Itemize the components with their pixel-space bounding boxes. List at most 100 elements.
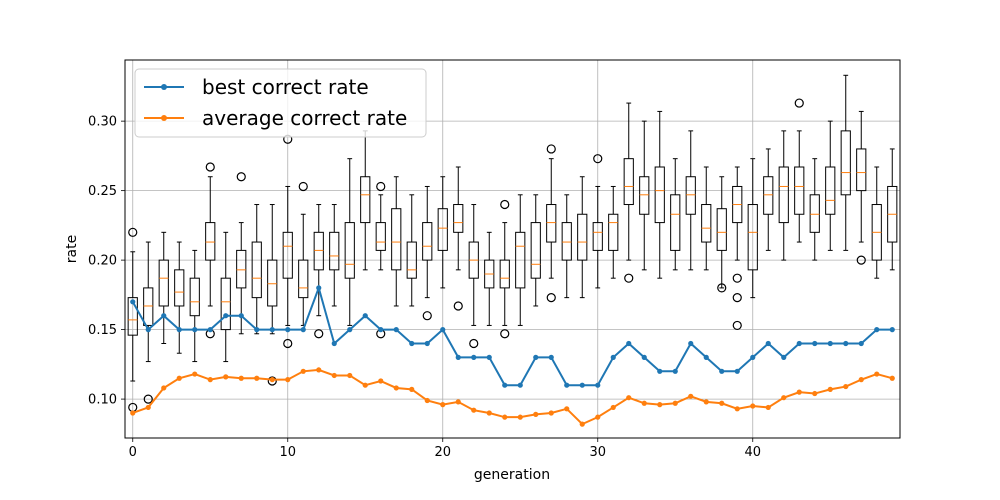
box-body — [530, 222, 541, 279]
box-plot — [251, 204, 262, 335]
box-plot — [515, 194, 526, 326]
data-point-average — [703, 399, 709, 405]
box-body — [499, 259, 510, 289]
box-body — [701, 204, 712, 243]
box-flier — [732, 273, 742, 283]
data-point-average — [858, 377, 864, 383]
box-plot — [701, 166, 712, 271]
box-plot — [809, 158, 820, 261]
data-point-average — [130, 410, 136, 416]
box-flier — [128, 227, 138, 237]
data-point-average — [455, 399, 461, 405]
data-point-average — [285, 377, 291, 383]
data-point-best — [347, 327, 353, 333]
box-plot — [422, 185, 433, 321]
box-body — [794, 166, 805, 215]
box-body — [685, 176, 696, 215]
box-body — [840, 130, 851, 196]
box-body — [515, 231, 526, 289]
data-point-average — [424, 397, 430, 404]
box-plot — [763, 148, 774, 251]
data-point-average — [207, 377, 213, 383]
data-point-best — [626, 340, 632, 347]
data-point-best — [331, 340, 337, 347]
box-body — [654, 166, 665, 224]
box-plot — [158, 231, 169, 344]
data-point-average — [688, 393, 694, 399]
data-point-best — [517, 382, 523, 388]
box-flier — [717, 283, 727, 293]
box-body — [220, 277, 231, 331]
box-body — [236, 249, 247, 289]
data-point-average — [409, 386, 415, 392]
box-plot — [468, 204, 479, 349]
data-point-average — [145, 404, 151, 411]
box-body — [360, 176, 371, 224]
box-plot — [732, 166, 743, 331]
data-point-best — [300, 327, 306, 333]
data-point-best — [393, 327, 399, 333]
box-plot — [499, 199, 510, 339]
legend-label-best: best correct rate — [202, 75, 369, 99]
data-point-average — [238, 375, 244, 381]
y-tick-label: 0.20 — [88, 254, 117, 269]
data-point-average — [827, 386, 833, 392]
box-plot — [887, 148, 898, 271]
box-flier — [856, 255, 866, 265]
box-flier — [732, 293, 742, 303]
data-point-best — [486, 354, 492, 360]
box-flier — [205, 162, 215, 172]
box-plot — [391, 176, 402, 307]
data-point-average — [254, 375, 260, 381]
box-plots — [127, 74, 898, 413]
data-point-best — [548, 354, 554, 360]
data-point-best — [641, 354, 647, 360]
data-point-average — [517, 414, 523, 420]
box-plot — [592, 154, 603, 289]
data-point-best — [285, 327, 291, 333]
legend-frame — [134, 68, 427, 138]
data-point-average — [161, 385, 167, 391]
data-point-best — [130, 299, 136, 305]
data-point-best — [858, 340, 864, 347]
box-body — [856, 148, 867, 192]
box-flier — [283, 338, 293, 349]
box-body — [453, 204, 464, 233]
data-point-average — [734, 406, 740, 412]
data-point-best — [362, 313, 368, 319]
box-plot — [220, 231, 231, 363]
box-body — [825, 166, 836, 215]
box-flier — [469, 338, 479, 349]
data-point-best — [657, 368, 663, 374]
data-point-average — [440, 402, 446, 408]
data-point-best — [812, 340, 818, 347]
box-body — [391, 208, 402, 271]
data-point-average — [378, 378, 384, 384]
box-body — [809, 194, 820, 233]
box-flier — [314, 329, 324, 339]
data-point-average — [626, 395, 632, 401]
data-point-best — [424, 340, 430, 347]
data-point-best — [688, 340, 694, 347]
box-plot — [840, 74, 851, 251]
box-body — [344, 222, 355, 279]
box-body — [298, 259, 309, 299]
data-point-best — [192, 327, 198, 333]
data-point-average — [765, 404, 771, 411]
box-plot — [871, 166, 882, 279]
box-body — [127, 297, 138, 336]
data-point-best — [889, 327, 895, 333]
data-point-best — [827, 340, 833, 347]
box-plot — [639, 120, 650, 271]
data-point-average — [548, 410, 554, 416]
box-body — [422, 222, 433, 261]
data-point-average — [719, 400, 725, 406]
box-plot — [437, 176, 448, 289]
data-point-average — [331, 372, 337, 379]
data-point-best — [734, 368, 740, 374]
data-point-average — [300, 368, 306, 374]
data-point-best — [533, 354, 539, 360]
box-body — [174, 269, 185, 307]
box-flier — [143, 394, 153, 404]
series-lines — [130, 284, 895, 427]
